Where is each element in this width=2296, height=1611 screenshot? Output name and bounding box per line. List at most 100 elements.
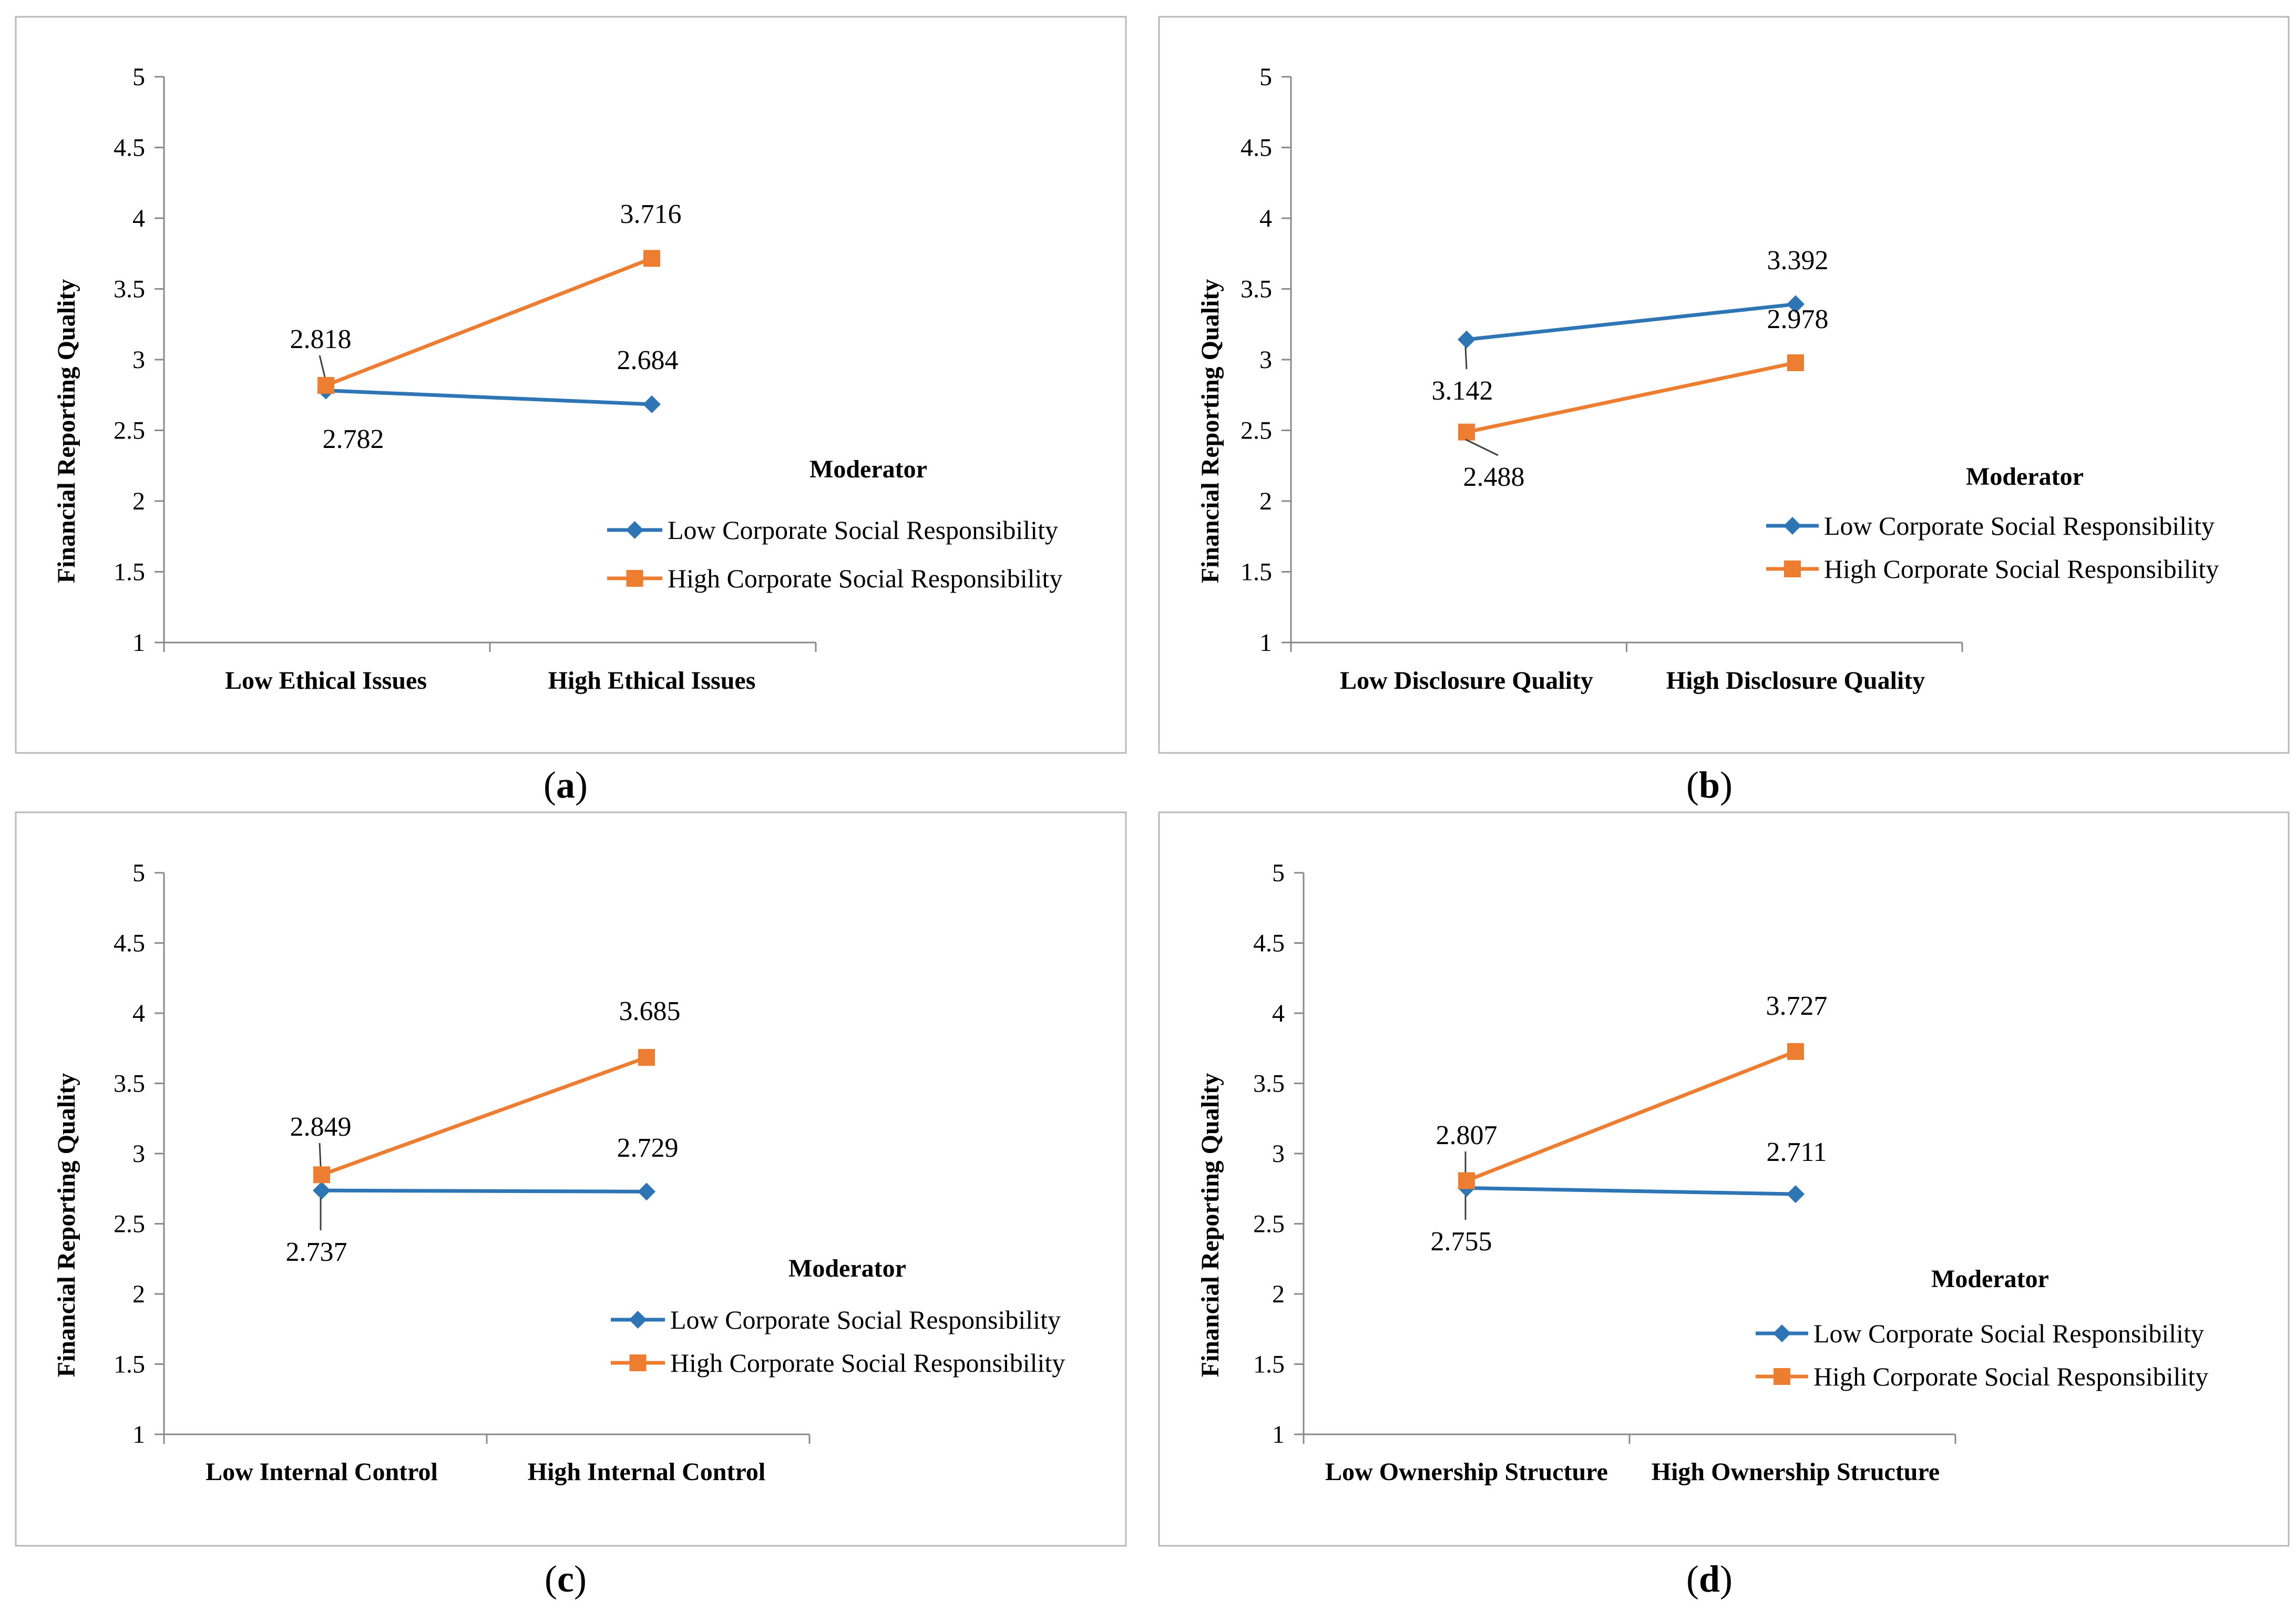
series-line-1 [1465,1049,1797,1182]
y-tick-label: 3.5 [1253,1070,1285,1098]
y-tick-label: 1.5 [114,558,145,586]
data-point-diamond [643,395,661,414]
data-label: 2.729 [617,1133,679,1163]
data-label: 2.684 [617,345,679,375]
series-line-0 [1466,302,1796,342]
y-tick-label: 1.5 [1253,1351,1285,1379]
chart-frame [1158,16,2290,754]
data-label: 2.818 [290,324,352,354]
legend-title: Moderator [788,1255,906,1282]
y-tick-label: 2.5 [114,1210,145,1238]
y-tick-label: 2.5 [1241,417,1272,445]
y-tick-label: 2.5 [1253,1210,1285,1238]
legend-title: Moderator [1931,1265,2049,1293]
data-point-square [1787,1043,1804,1060]
y-tick-label: 4 [1259,205,1272,232]
y-tick-label: 1 [132,629,145,657]
x-tick-label: High Internal Control [528,1458,765,1486]
chart-frame [15,16,1127,754]
data-point-square [1458,1172,1475,1189]
legend-label: High Corporate Social Responsibility [670,1348,1065,1378]
legend-title: Moderator [1966,463,2084,491]
data-label: 2.978 [1767,304,1829,334]
legend-marker-diamond [629,1311,647,1329]
chart-panel-a: 1 1.5 2 2.5 3 3.5 4 4.5 5 Low Ethical Issues High … [15,16,1127,754]
legend-marker-square [629,1354,647,1371]
x-tick-label: Low Disclosure Quality [1340,667,1593,695]
y-tick-label: 4 [132,205,145,232]
data-point-square [1458,423,1475,441]
legend-label: High Corporate Social Responsibility [1824,554,2219,584]
x-tick-label: Low Ethical Issues [225,667,427,695]
caption-a: (a) [544,764,588,806]
legend-title: Moderator [809,455,927,483]
legend-label: High Corporate Social Responsibility [668,564,1062,593]
chart-frame [15,811,1127,1547]
y-tick-label: 1.5 [114,1351,145,1379]
data-point-square [643,250,660,267]
legend-label: Low Corporate Social Responsibility [670,1305,1061,1334]
data-label: 3.716 [620,199,682,229]
data-label: 3.392 [1767,246,1829,276]
y-tick-label: 2 [1272,1280,1285,1308]
caption-c: (c) [545,1558,587,1600]
caption-b: (b) [1686,764,1733,806]
legend-label: Low Corporate Social Responsibility [668,515,1058,545]
legend-marker-diamond [1784,517,1801,535]
data-label: 2.849 [290,1112,352,1142]
y-axis-label: Financial Reporting Quality [53,1073,80,1378]
y-tick-label: 3.5 [114,276,145,303]
legend-label: High Corporate Social Responsibility [1813,1362,2208,1391]
x-tick-label: High Ownership Structure [1652,1458,1940,1486]
data-label: 2.737 [286,1237,347,1267]
legend-marker-diamond [626,521,644,539]
legend-label: Low Corporate Social Responsibility [1813,1319,2204,1348]
x-tick-label: High Ethical Issues [548,667,756,695]
series-line-1 [321,1055,648,1177]
y-tick-label: 3 [1272,1140,1285,1168]
y-tick-label: 5 [1272,859,1285,887]
y-tick-label: 2 [1259,487,1272,515]
y-tick-label: 3 [132,346,145,374]
data-point-diamond [1787,295,1805,313]
data-label: 3.727 [1766,991,1828,1021]
data-point-square [313,1166,330,1184]
x-tick-label: High Disclosure Quality [1666,667,1925,695]
y-tick-label: 2.5 [114,417,145,445]
y-tick-label: 2 [132,1280,145,1308]
y-tick-label: 4 [1272,1000,1285,1027]
y-tick-label: 5 [1259,63,1272,91]
chart-panel-c: 1 1.5 2 2.5 3 3.5 4 4.5 5 Low Internal Control Hig… [15,811,1127,1547]
legend-label: Low Corporate Social Responsibility [1824,511,2215,541]
data-label-leader [1465,439,1499,456]
legend-marker-square [626,570,643,587]
chart-frame [1158,811,2290,1547]
y-tick-label: 1 [1259,629,1272,657]
y-tick-label: 3 [1259,346,1272,374]
y-tick-label: 1.5 [1241,558,1272,586]
data-label: 2.755 [1431,1227,1492,1257]
data-label: 3.142 [1432,376,1493,406]
series-line-1 [325,257,653,388]
y-tick-label: 4.5 [114,930,145,957]
y-axis-label: Financial Reporting Quality [53,279,80,584]
data-label-leader [319,1143,322,1167]
data-point-diamond [638,1182,655,1201]
data-label: 2.782 [323,424,384,454]
x-tick-label: Low Internal Control [206,1458,438,1486]
y-axis-label: Financial Reporting Quality [1196,279,1224,584]
y-tick-label: 3.5 [114,1070,145,1098]
y-tick-label: 3.5 [1241,276,1272,303]
y-axis-label: Financial Reporting Quality [1196,1073,1224,1378]
y-tick-label: 1 [132,1421,145,1449]
y-tick-label: 4.5 [114,134,145,162]
data-point-diamond [1787,1185,1805,1204]
series-line-1 [1466,361,1796,434]
y-tick-label: 4.5 [1241,134,1272,162]
data-point-diamond [1458,330,1475,349]
data-label-leader [1464,346,1468,370]
y-tick-label: 4 [132,1000,145,1027]
data-label: 2.711 [1766,1137,1827,1167]
y-tick-label: 5 [132,859,145,887]
